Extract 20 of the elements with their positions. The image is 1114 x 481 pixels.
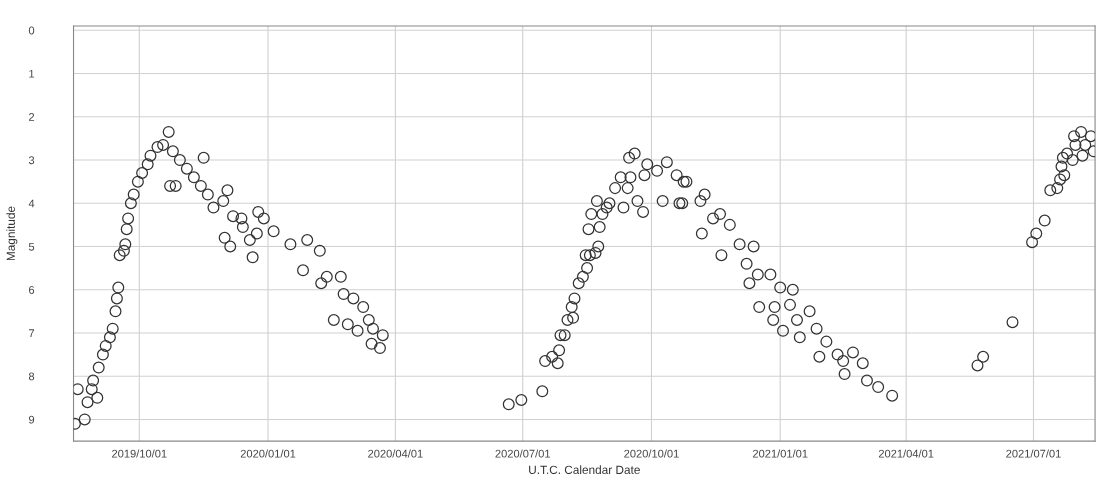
x-tick-label: 2020/07/01 bbox=[495, 449, 550, 458]
x-axis-title: U.T.C. Calendar Date bbox=[529, 465, 640, 474]
x-tick-label: 2021/04/01 bbox=[878, 449, 934, 458]
y-tick-label: 9 bbox=[28, 415, 35, 424]
y-tick-label: 6 bbox=[29, 286, 35, 294]
y-tick-label: 1 bbox=[29, 69, 35, 78]
y-tick-label: 0 bbox=[28, 26, 35, 35]
y-tick-label: 7 bbox=[29, 329, 35, 337]
x-tick-label: 2020/10/01 bbox=[624, 449, 679, 458]
y-tick-label: 3 bbox=[28, 156, 35, 165]
y-tick-label: 8 bbox=[28, 372, 35, 381]
y-axis-title: Magnitude bbox=[6, 206, 18, 261]
x-tick-label: 2020/01/01 bbox=[240, 449, 296, 458]
y-tick-label: 5 bbox=[28, 242, 35, 251]
x-tick-label: 2021/07/01 bbox=[1006, 449, 1061, 458]
y-tick-label: 4 bbox=[28, 199, 35, 208]
x-tick-label: 2021/01/01 bbox=[752, 449, 808, 458]
x-tick-label: 2019/10/01 bbox=[112, 449, 167, 458]
y-tick-label: 2 bbox=[29, 113, 35, 121]
x-tick-label: 2020/04/01 bbox=[368, 449, 423, 458]
